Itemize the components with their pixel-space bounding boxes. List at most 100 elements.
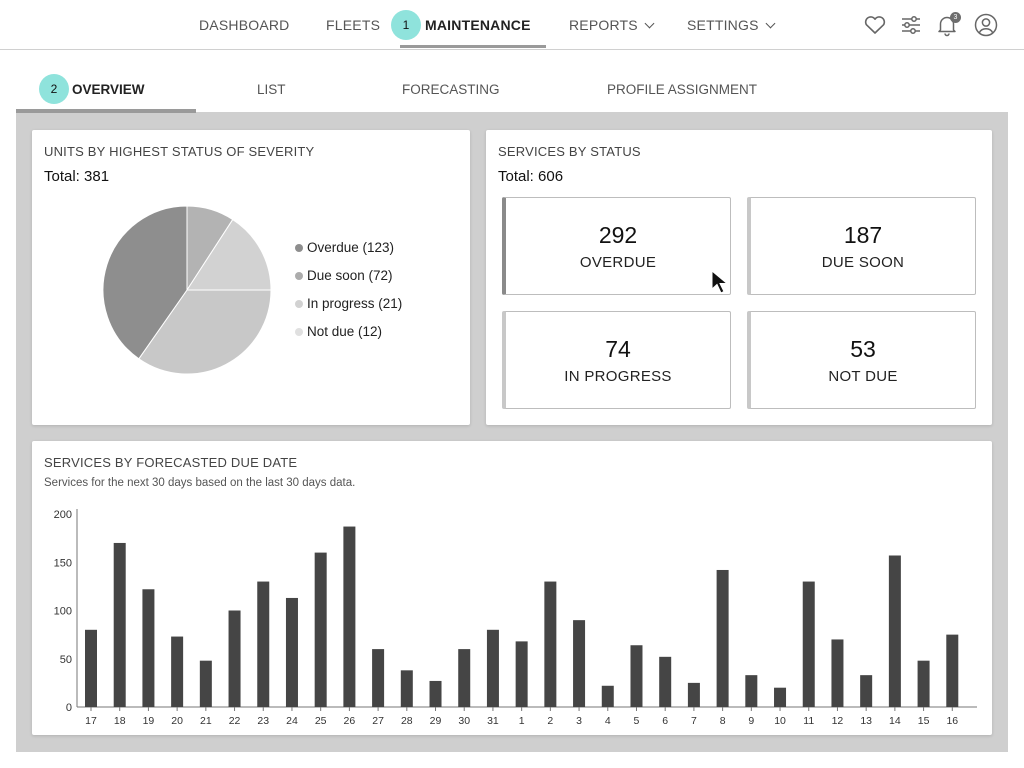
tab-overview[interactable]: OVERVIEW <box>72 82 145 97</box>
nav-active-indicator <box>400 45 546 48</box>
x-tick-label: 16 <box>946 715 958 727</box>
bar[interactable] <box>946 634 959 707</box>
x-tick-label: 21 <box>200 715 212 727</box>
top-navbar: DASHBOARD FLEETS 1 MAINTENANCE REPORTS S… <box>0 0 1024 50</box>
legend-label: Due soon (72) <box>307 268 393 283</box>
bar[interactable] <box>659 656 672 707</box>
bar[interactable] <box>85 629 97 707</box>
nav-maintenance[interactable]: MAINTENANCE <box>425 17 531 33</box>
bar[interactable] <box>716 569 729 707</box>
bar[interactable] <box>774 687 787 707</box>
legend-item-due-soon[interactable]: Due soon (72) <box>295 266 402 294</box>
bar[interactable] <box>199 660 212 707</box>
y-tick-label: 50 <box>60 654 72 666</box>
x-tick-label: 1 <box>519 715 525 727</box>
bar[interactable] <box>285 597 298 707</box>
tab-list[interactable]: LIST <box>257 82 286 97</box>
x-tick-label: 6 <box>662 715 668 727</box>
status-tile-in-progress[interactable]: 74 IN PROGRESS <box>502 311 731 409</box>
x-tick-label: 8 <box>720 715 726 727</box>
bar[interactable] <box>486 629 499 707</box>
tile-value: 74 <box>605 336 631 362</box>
x-tick-label: 12 <box>832 715 844 727</box>
nav-dashboard[interactable]: DASHBOARD <box>199 17 290 33</box>
bar[interactable] <box>400 670 413 707</box>
bar[interactable] <box>515 641 528 707</box>
x-tick-label: 13 <box>860 715 872 727</box>
bar[interactable] <box>257 581 270 707</box>
mouse-cursor-icon <box>711 270 729 294</box>
nav-fleets[interactable]: FLEETS <box>326 17 381 33</box>
tab-active-indicator <box>16 109 196 113</box>
tile-value: 187 <box>843 222 883 248</box>
tile-label: OVERDUE <box>579 254 657 271</box>
x-tick-label: 22 <box>229 715 241 727</box>
user-icon[interactable] <box>973 12 999 38</box>
legend-item-in-progress[interactable]: In progress (21) <box>295 294 402 322</box>
tab-forecasting[interactable]: FORECASTING <box>402 82 500 97</box>
legend-item-not-due[interactable]: Not due (12) <box>295 322 402 350</box>
bar[interactable] <box>113 542 126 707</box>
heart-icon[interactable] <box>862 12 888 38</box>
x-tick-label: 25 <box>315 715 327 727</box>
bell-icon[interactable] <box>934 12 960 38</box>
nav-settings[interactable]: SETTINGS <box>687 0 776 50</box>
nav-reports-label: REPORTS <box>569 17 638 33</box>
tile-value: 53 <box>850 336 876 362</box>
pie-slice[interactable] <box>102 205 188 360</box>
services-status-card: SERVICES BY STATUS Total: 606 292 OVERDU… <box>486 130 992 425</box>
bar[interactable] <box>745 675 758 707</box>
bar[interactable] <box>888 555 901 707</box>
legend-dot <box>295 300 303 308</box>
bar[interactable] <box>429 680 442 707</box>
status-tile-due-soon[interactable]: 187 DUE SOON <box>747 197 976 295</box>
tab-profile-assignment[interactable]: PROFILE ASSIGNMENT <box>607 82 758 97</box>
units-severity-card: UNITS BY HIGHEST STATUS OF SEVERITY Tota… <box>32 130 470 425</box>
x-tick-label: 10 <box>774 715 786 727</box>
sliders-icon[interactable] <box>898 12 924 38</box>
pie-slice[interactable] <box>186 218 272 291</box>
bar[interactable] <box>171 636 184 707</box>
bar[interactable] <box>802 581 815 707</box>
x-tick-label: 5 <box>634 715 640 727</box>
pie-slice[interactable] <box>138 289 272 375</box>
x-tick-label: 23 <box>257 715 269 727</box>
y-tick-label: 200 <box>54 509 72 521</box>
x-tick-label: 4 <box>605 715 611 727</box>
step-badge-2: 2 <box>39 74 69 104</box>
severity-pie-chart[interactable] <box>92 195 282 385</box>
bar[interactable] <box>917 660 930 707</box>
bar[interactable] <box>860 675 873 707</box>
x-tick-label: 27 <box>372 715 384 727</box>
nav-reports[interactable]: REPORTS <box>569 0 655 50</box>
x-tick-label: 11 <box>803 715 814 727</box>
bar[interactable] <box>343 526 356 707</box>
step-badge-1: 1 <box>391 10 421 40</box>
bar[interactable] <box>831 639 844 707</box>
tile-label: DUE SOON <box>821 254 905 271</box>
bar[interactable] <box>601 685 614 707</box>
legend-item-overdue[interactable]: Overdue (123) <box>295 238 402 266</box>
bar[interactable] <box>142 589 155 707</box>
x-tick-label: 31 <box>487 715 499 727</box>
x-tick-label: 28 <box>401 715 413 727</box>
bar[interactable] <box>687 682 700 707</box>
legend-label: Not due (12) <box>307 324 383 339</box>
bar[interactable] <box>372 649 385 707</box>
x-tick-label: 20 <box>171 715 183 727</box>
bar[interactable] <box>314 552 327 707</box>
x-tick-label: 9 <box>748 715 754 727</box>
card-total: Total: 606 <box>498 168 564 185</box>
bar[interactable] <box>544 581 557 707</box>
status-tile-overdue[interactable]: 292 OVERDUE <box>502 197 731 295</box>
tile-label: IN PROGRESS <box>564 368 672 385</box>
x-tick-label: 7 <box>691 715 697 727</box>
bar[interactable] <box>630 645 643 707</box>
bar[interactable] <box>458 649 471 707</box>
status-tile-not-due[interactable]: 53 NOT DUE <box>747 311 976 409</box>
x-tick-label: 29 <box>430 715 442 727</box>
bar[interactable] <box>228 610 241 708</box>
bar[interactable] <box>573 620 586 707</box>
legend-dot <box>295 272 303 280</box>
